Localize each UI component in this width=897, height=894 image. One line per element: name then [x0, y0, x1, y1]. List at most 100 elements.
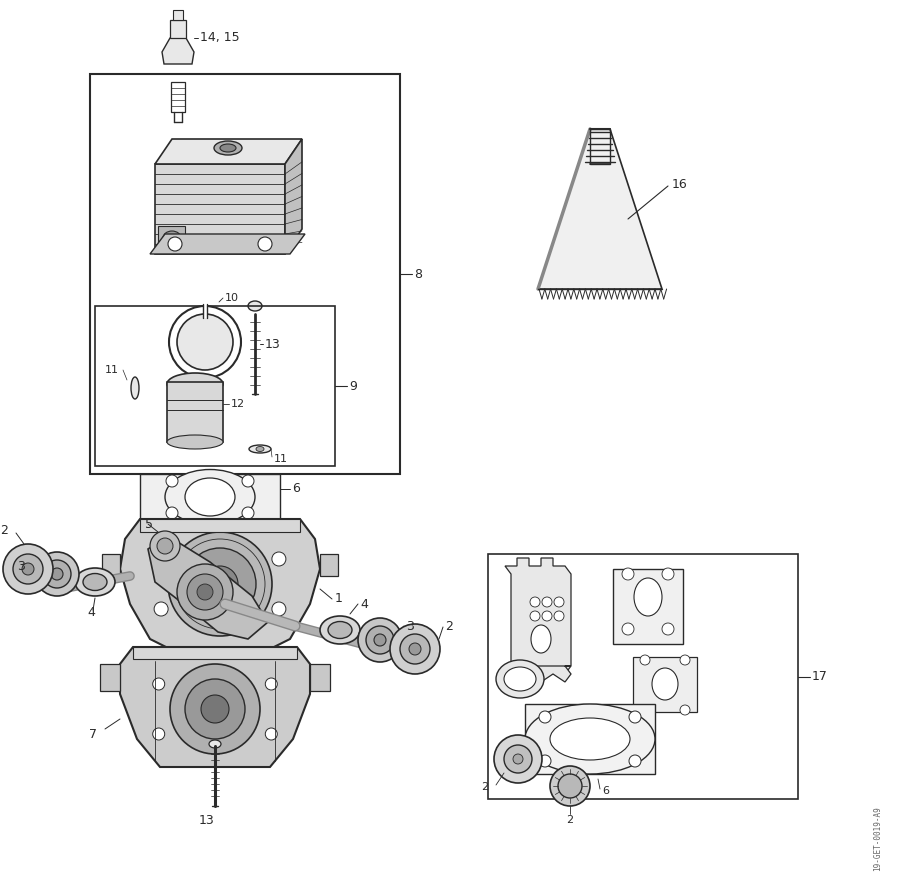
- Ellipse shape: [163, 231, 181, 245]
- Polygon shape: [158, 226, 185, 249]
- Ellipse shape: [75, 568, 115, 596]
- Text: 16: 16: [672, 178, 688, 190]
- Circle shape: [3, 544, 53, 594]
- Polygon shape: [155, 139, 302, 164]
- Circle shape: [185, 679, 245, 739]
- Circle shape: [542, 597, 552, 607]
- Circle shape: [358, 618, 402, 662]
- Text: 5: 5: [145, 518, 153, 530]
- Circle shape: [390, 624, 440, 674]
- Polygon shape: [538, 129, 662, 289]
- Text: 3: 3: [406, 620, 414, 632]
- Circle shape: [662, 568, 674, 580]
- Bar: [171, 82, 185, 112]
- Polygon shape: [148, 536, 268, 639]
- Text: 2: 2: [481, 782, 488, 792]
- Ellipse shape: [209, 740, 221, 748]
- Circle shape: [166, 507, 178, 519]
- Bar: [633, 657, 697, 712]
- Bar: [203, 304, 207, 318]
- Ellipse shape: [185, 478, 235, 516]
- Circle shape: [622, 568, 634, 580]
- Polygon shape: [140, 519, 300, 532]
- Text: 11: 11: [105, 365, 119, 375]
- Text: 7: 7: [89, 728, 97, 740]
- Bar: [95, 306, 335, 466]
- Circle shape: [242, 507, 254, 519]
- Circle shape: [400, 634, 430, 664]
- Circle shape: [197, 584, 213, 600]
- Ellipse shape: [328, 621, 352, 638]
- Circle shape: [554, 611, 564, 621]
- Polygon shape: [511, 666, 571, 682]
- Circle shape: [494, 735, 542, 783]
- Bar: [90, 74, 400, 474]
- Circle shape: [530, 611, 540, 621]
- Polygon shape: [102, 554, 120, 576]
- Circle shape: [177, 564, 233, 620]
- Circle shape: [35, 552, 79, 596]
- Polygon shape: [285, 139, 302, 254]
- Text: 12: 12: [231, 399, 245, 409]
- Circle shape: [629, 755, 641, 767]
- Text: 3: 3: [17, 560, 25, 572]
- Text: 6: 6: [602, 786, 609, 796]
- Circle shape: [662, 623, 674, 635]
- Circle shape: [166, 475, 178, 487]
- Polygon shape: [162, 38, 194, 64]
- Circle shape: [680, 705, 690, 715]
- Polygon shape: [505, 558, 571, 674]
- Circle shape: [629, 711, 641, 723]
- Polygon shape: [133, 647, 297, 659]
- Circle shape: [558, 774, 582, 798]
- Circle shape: [22, 563, 34, 575]
- Text: 13: 13: [265, 338, 281, 350]
- Circle shape: [539, 711, 551, 723]
- Ellipse shape: [652, 668, 678, 700]
- Circle shape: [187, 574, 223, 610]
- Circle shape: [201, 695, 229, 723]
- Polygon shape: [140, 474, 280, 519]
- Polygon shape: [310, 664, 330, 691]
- Circle shape: [680, 655, 690, 665]
- Polygon shape: [320, 554, 338, 576]
- Polygon shape: [100, 664, 120, 691]
- Circle shape: [157, 538, 173, 554]
- Ellipse shape: [165, 469, 255, 525]
- Circle shape: [177, 314, 233, 370]
- Circle shape: [539, 755, 551, 767]
- Circle shape: [258, 237, 272, 251]
- Bar: [170, 20, 186, 38]
- Text: 14, 15: 14, 15: [200, 31, 239, 45]
- Ellipse shape: [220, 144, 236, 152]
- Circle shape: [266, 678, 277, 690]
- Circle shape: [170, 664, 260, 754]
- Circle shape: [504, 745, 532, 773]
- Text: 10: 10: [225, 293, 239, 303]
- Circle shape: [152, 728, 165, 740]
- Circle shape: [550, 766, 590, 806]
- Circle shape: [184, 548, 256, 620]
- Ellipse shape: [248, 301, 262, 311]
- Circle shape: [242, 475, 254, 487]
- Text: 4: 4: [360, 597, 368, 611]
- Ellipse shape: [634, 578, 662, 616]
- Circle shape: [513, 754, 523, 764]
- Text: 13: 13: [199, 814, 215, 826]
- Ellipse shape: [83, 573, 107, 591]
- Circle shape: [542, 611, 552, 621]
- Polygon shape: [120, 519, 320, 654]
- Ellipse shape: [525, 704, 655, 774]
- Ellipse shape: [550, 718, 630, 760]
- Circle shape: [640, 705, 650, 715]
- Text: 4: 4: [87, 605, 95, 619]
- Circle shape: [366, 626, 394, 654]
- Circle shape: [272, 552, 286, 566]
- Text: 8: 8: [414, 267, 422, 281]
- Ellipse shape: [531, 625, 551, 653]
- Circle shape: [640, 655, 650, 665]
- Text: 2: 2: [0, 525, 8, 537]
- Bar: [590, 129, 610, 164]
- Circle shape: [272, 602, 286, 616]
- Ellipse shape: [214, 141, 242, 155]
